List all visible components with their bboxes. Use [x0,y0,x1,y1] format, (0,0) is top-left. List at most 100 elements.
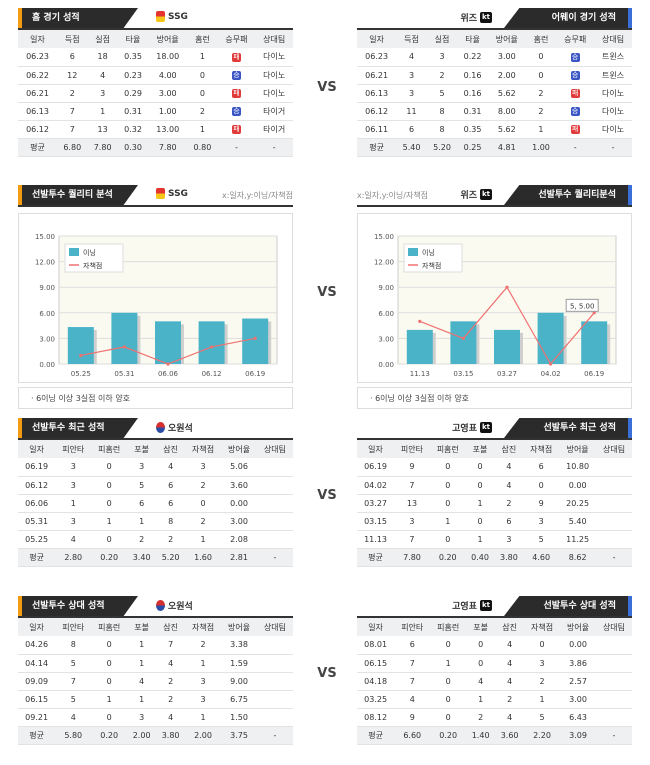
table-cell: 09.21 [18,708,56,727]
earned-run-point [210,345,214,349]
table-cell: 1 [91,690,128,709]
column-header: 포볼 [127,440,157,458]
column-header: 상대팀 [255,30,293,48]
result-badge: 패 [570,125,580,134]
away-record-title: 어웨이 경기 성적 [504,8,632,28]
recent-left-header: 선발투수 최근 성적 오원석 [18,418,293,440]
table-cell: 6 [156,476,186,495]
table-cell: 7 [394,654,431,673]
y-tick-label: 6.00 [378,310,394,318]
earned-run-point [253,336,257,340]
column-header: 방어율 [221,440,257,458]
recent-right-table: 일자 피안타 피홈런 포볼 삼진 자책점 방어율 상대팀 06.19 9 0 0 4 6 10.80 04.… [357,440,632,567]
table-cell: 1 [430,654,467,673]
table-row: 03.25 4 0 1 2 1 3.00 [357,690,632,709]
table-cell: 타이거 [255,102,293,121]
table-cell: 1 [127,654,157,673]
table-cell: 0 [91,672,128,691]
table-cell: 06.06 [18,494,56,513]
table-cell: 0 [525,66,557,85]
average-cell: 3.75 [221,726,257,745]
average-cell: 0.20 [429,548,466,567]
table-cell: 3 [396,66,427,85]
table-cell: 0.35 [117,48,149,67]
table-cell: 4 [394,690,431,709]
column-header: 일자 [18,440,56,458]
table-cell: 3 [494,530,524,549]
column-header: 삼진 [494,440,524,458]
table-cell: 6 [494,512,524,531]
table-cell: 0.16 [457,66,488,85]
table-row: 06.15 5 1 1 2 3 6.75 [18,690,293,709]
table-cell: 0 [430,672,467,691]
table-cell: 06.15 [357,654,395,673]
y-tick-label: 15.00 [374,233,394,241]
bar-innings [242,318,269,364]
ssg-logo-icon [156,422,165,433]
average-row: 평균 5.40 5.20 0.25 4.81 1.00- - [357,138,632,157]
vs-left-team: 오원석 [156,599,193,612]
average-cell: 2.00 [127,726,157,745]
table-cell: 7 [57,102,88,121]
column-header: 방어율 [559,440,597,458]
table-cell [595,654,632,673]
table-cell: 1 [127,512,157,531]
table-cell: 0 [466,654,496,673]
result-badge: 승 [570,71,580,80]
bar-innings [581,321,608,364]
table-cell: 0 [91,636,128,655]
table-cell [595,636,632,655]
column-header: 타율 [457,30,488,48]
table-cell: 2 [525,102,557,121]
average-cell: 2.80 [55,548,92,567]
table-row: 04.02 7 0 0 4 0 0.00 [357,476,632,495]
average-cell: 3.60 [495,726,525,745]
table-cell: 6.75 [221,690,257,709]
column-header: 득점 [57,30,88,48]
kt-logo-icon: kt [480,422,492,433]
column-header: 방어율 [560,618,596,636]
column-header: 피안타 [394,618,431,636]
table-cell: 0.23 [117,66,149,85]
table-cell: 패 [556,120,595,139]
table-row: 08.12 9 0 2 4 5 6.43 [357,708,632,727]
table-cell [256,672,293,691]
vs-left-header: 선발투수 상대 성적 오원석 [18,596,293,618]
table-cell: 06.22 [18,66,58,85]
table-cell: 4 [156,708,186,727]
ssg-logo-icon [156,188,165,199]
table-cell: 0 [91,654,128,673]
table-cell: 2 [185,636,222,655]
table-cell: 트윈스 [594,66,632,85]
table-cell: 패 [217,120,256,139]
legend-label: 자책점 [422,261,441,270]
table-cell: 18.00 [148,48,188,67]
table-cell: 9 [394,458,430,477]
average-cell: - [256,548,293,567]
table-cell: 5.06 [221,458,257,477]
table-cell: 4 [55,530,92,549]
column-header: 상대팀 [595,618,632,636]
bar-innings [494,329,520,364]
table-cell: 3 [185,672,222,691]
table-cell: 0.31 [457,102,488,121]
column-header: 홈런 [187,30,218,48]
vs-label-3: VS [317,488,337,503]
average-row: 평균 6.80 7.80 0.30 7.80 0.80- - [18,138,293,157]
table-cell: 8 [426,102,458,121]
table-cell: 0.00 [559,476,597,495]
table-cell: 05.31 [18,512,56,531]
recent-left-panel: 선발투수 최근 성적 오원석 일자 피안타 피홈런 포볼 삼진 자책점 방어율 상대팀 06.… [18,418,293,567]
result-badge: 패 [231,89,241,98]
table-cell: 8 [156,512,186,531]
table-cell: 7 [394,530,430,549]
y-tick-label: 0.00 [378,361,394,369]
table-cell: 0 [187,84,218,103]
table-cell: 04.18 [357,672,395,691]
recent-left-team: 오원석 [156,421,193,434]
average-cell: - [594,138,632,157]
table-cell: 3.00 [487,48,526,67]
table-cell: 5 [426,84,458,103]
table-cell: 5 [524,708,561,727]
table-cell [595,690,632,709]
